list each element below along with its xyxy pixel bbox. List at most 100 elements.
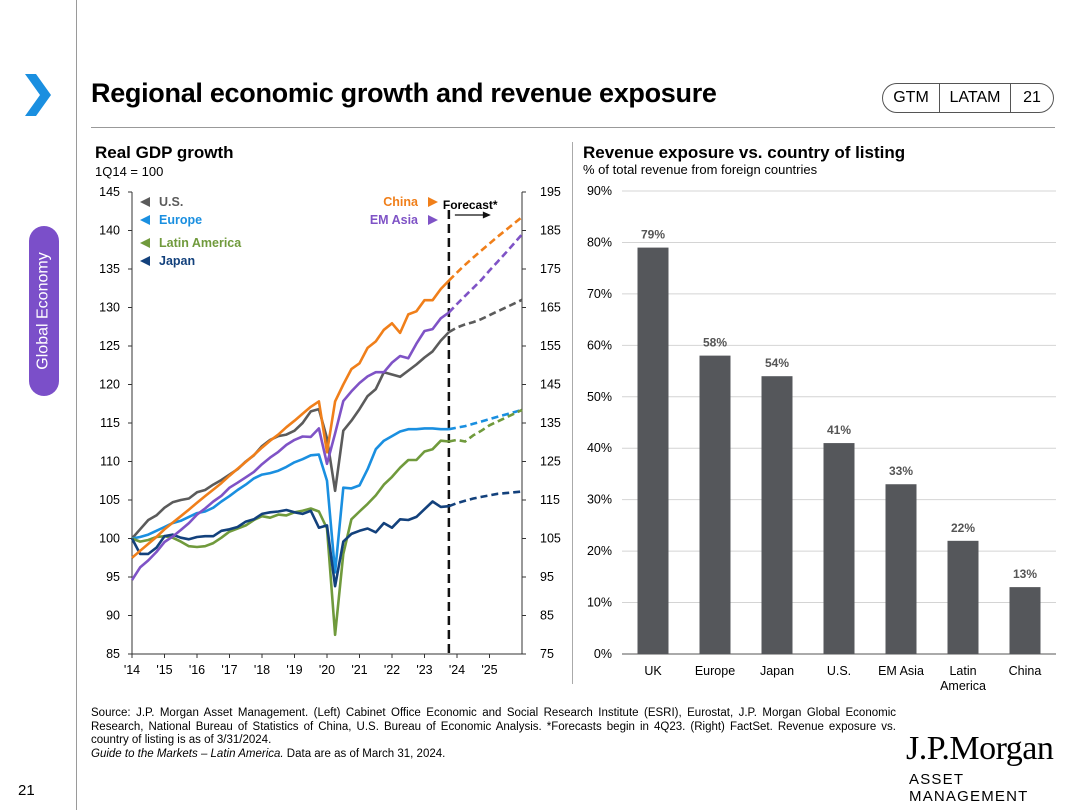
x-tick-label: '15	[156, 663, 172, 677]
revenue-chart-title: Revenue exposure vs. country of listing	[583, 143, 906, 162]
y-tick-label: 80%	[587, 235, 612, 249]
category-label: Japan	[760, 664, 794, 678]
legend-marker-latin-america	[140, 238, 150, 248]
category-label-line2: America	[940, 679, 986, 693]
right-tick-label: 115	[540, 493, 560, 507]
slide-badge: GTM LATAM 21	[882, 83, 1054, 113]
forecast-arrowhead	[482, 211, 491, 219]
gdp-chart-title: Real GDP growth	[95, 143, 234, 162]
section-tab[interactable]: Global Economy	[29, 226, 59, 396]
x-tick-label: '17	[221, 663, 237, 677]
badge-page: 21	[1023, 89, 1041, 106]
right-tick-label: 195	[540, 185, 561, 199]
x-tick-label: '18	[254, 663, 270, 677]
series-line-latin-america	[131, 439, 450, 637]
right-tick-label: 75	[540, 647, 554, 661]
logo-tagline: ASSET MANAGEMENT	[909, 771, 1029, 805]
right-tick-label: 175	[540, 262, 561, 276]
badge-gtm: GTM	[883, 84, 940, 112]
bar-europe	[699, 355, 731, 654]
x-tick-label: '19	[286, 663, 302, 677]
right-tick-label: 145	[540, 378, 561, 392]
bar-value-label: 54%	[765, 356, 789, 370]
left-tick-label: 140	[99, 224, 120, 238]
legend-marker-em-asia	[428, 215, 438, 225]
series-line-u-s	[131, 331, 450, 540]
forecast-label: Forecast*	[443, 198, 498, 212]
x-tick-label: '25	[481, 663, 497, 677]
legend-label-em-asia: EM Asia	[370, 213, 419, 227]
bar-value-label: 41%	[827, 423, 851, 437]
legend-marker-u-s	[140, 197, 150, 207]
y-tick-label: 0%	[594, 647, 612, 661]
gdp-line-chart: 145 140 135 130 125 120 115 110 105 100 95 90 85 195 1…	[99, 185, 561, 677]
revenue-bar-chart: 90% 80% 70% 60% 50% 40% 30% 20% 10% 0% 79% UK 58% Eur…	[587, 184, 1056, 693]
jpmorgan-logo: J.P.Morgan	[906, 730, 1054, 767]
right-tick-label: 165	[540, 301, 561, 315]
series-forecast-europe	[448, 408, 523, 431]
chart-separator	[572, 142, 573, 684]
y-tick-label: 70%	[587, 287, 612, 301]
left-tick-label: 105	[99, 493, 120, 507]
badge-region: LATAM	[940, 84, 1011, 112]
y-tick-label: 90%	[587, 184, 612, 198]
chevron-right-icon	[25, 74, 51, 116]
right-tick-label: 125	[540, 455, 561, 469]
right-tick-label: 185	[540, 224, 561, 238]
legend-label-latin-america: Latin America	[159, 236, 242, 250]
bar-japan	[761, 376, 793, 654]
gdp-chart-subtitle: 1Q14 = 100	[95, 164, 164, 179]
x-tick-label: '21	[351, 663, 367, 677]
bar-uk	[637, 247, 669, 655]
series-line-china	[131, 279, 450, 559]
left-tick-label: 145	[99, 185, 120, 199]
left-tick-label: 130	[99, 301, 120, 315]
bar-value-label: 33%	[889, 464, 913, 478]
legend-label-u-s: U.S.	[159, 195, 183, 209]
legend-marker-japan	[140, 256, 150, 266]
right-tick-label: 135	[540, 416, 561, 430]
left-tick-label: 90	[106, 609, 120, 623]
legend-marker-china	[428, 197, 438, 207]
category-label: U.S.	[827, 664, 851, 678]
x-tick-label: '24	[449, 663, 465, 677]
category-label: Latin	[949, 664, 976, 678]
guide-footnote: Guide to the Markets – Latin America. Da…	[91, 748, 445, 760]
y-tick-label: 20%	[587, 544, 612, 558]
right-tick-label: 105	[540, 532, 561, 546]
left-tick-label: 100	[99, 532, 120, 546]
left-tick-label: 135	[99, 262, 120, 276]
category-label: China	[1009, 664, 1042, 678]
series-forecast-japan	[448, 490, 523, 508]
left-tick-label: 125	[99, 339, 120, 353]
legend-label-china: China	[383, 195, 419, 209]
category-label: EM Asia	[878, 664, 924, 678]
left-tick-label: 85	[106, 647, 120, 661]
y-tick-label: 30%	[587, 493, 612, 507]
y-tick-label: 60%	[587, 338, 612, 352]
bar-value-label: 22%	[951, 521, 975, 535]
x-tick-label: '16	[189, 663, 205, 677]
page-number: 21	[18, 782, 35, 799]
bar-value-label: 13%	[1013, 567, 1037, 581]
legend-label-japan: Japan	[159, 254, 195, 268]
category-label: Europe	[695, 664, 735, 678]
bar-em-asia	[885, 484, 917, 654]
legend-label-europe: Europe	[159, 213, 202, 227]
series-forecast-em-asia	[447, 233, 523, 314]
series-forecast-u-s	[448, 298, 523, 334]
x-tick-label: '23	[416, 663, 432, 677]
y-tick-label: 10%	[587, 596, 612, 610]
right-tick-label: 155	[540, 339, 561, 353]
legend-marker-europe	[140, 215, 150, 225]
bar-latin-america	[947, 540, 979, 654]
sidebar-divider	[76, 0, 77, 810]
revenue-chart-subtitle: % of total revenue from foreign countrie…	[583, 162, 818, 177]
x-tick-label: '22	[384, 663, 400, 677]
left-tick-label: 115	[100, 416, 120, 430]
series-line-europe	[131, 427, 449, 574]
series-line-japan	[130, 500, 450, 588]
series-line-em-asia	[130, 311, 450, 581]
left-tick-label: 95	[106, 570, 120, 584]
guide-title: Guide to the Markets – Latin America.	[91, 748, 284, 760]
